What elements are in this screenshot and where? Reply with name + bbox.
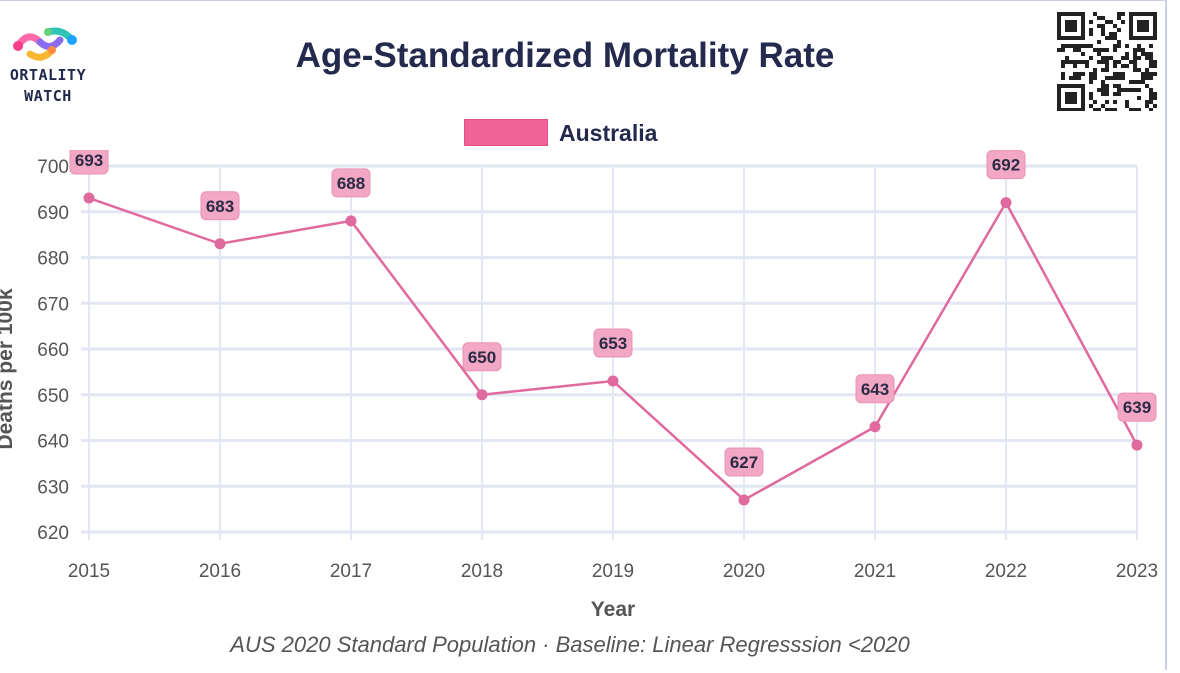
- data-label-bg: [462, 342, 502, 372]
- data-label-text: 650: [468, 348, 496, 367]
- data-label-bg: [331, 168, 371, 198]
- data-label: 683: [200, 191, 240, 221]
- data-label: 693: [69, 150, 109, 175]
- x-tick-label: 2022: [985, 561, 1027, 582]
- data-label-bg: [593, 328, 633, 358]
- data-label-text: 692: [992, 156, 1020, 175]
- x-tick-label: 2016: [199, 561, 241, 582]
- data-label-bg: [986, 150, 1026, 180]
- data-label-bg: [1117, 392, 1157, 422]
- data-point[interactable]: [83, 192, 95, 204]
- grid: [81, 164, 1138, 540]
- line-chart: 620 630 640 650 660 670 680 690 700 2015 2016 2017 2…: [0, 150, 1158, 621]
- x-axis-title: Year: [591, 598, 635, 621]
- y-tick-label: 630: [37, 477, 69, 498]
- data-label: 639: [1117, 392, 1157, 422]
- y-tick-label: 670: [37, 294, 69, 315]
- chart-title: Age-Standardized Mortality Rate: [295, 36, 835, 75]
- x-tick-label: 2018: [461, 561, 503, 582]
- data-label: 627: [724, 447, 764, 477]
- data-point[interactable]: [345, 215, 357, 227]
- chart-footnote: AUS 2020 Standard Population · Baseline:…: [230, 632, 910, 657]
- mortality-watch-logo: ORTALITY WATCH: [0, 18, 120, 118]
- data-label: 692: [986, 150, 1026, 180]
- data-label: 650: [462, 342, 502, 372]
- y-tick-label: 690: [37, 203, 69, 224]
- data-label: 643: [855, 374, 895, 404]
- logo-text-line1: ORTALITY: [9, 66, 87, 84]
- data-point[interactable]: [869, 421, 881, 433]
- x-tick-label: 2019: [592, 561, 634, 582]
- y-tick-label: 700: [37, 157, 69, 178]
- x-tick-label: 2020: [723, 561, 765, 582]
- data-label-text: 693: [75, 151, 103, 170]
- y-tick-label: 620: [37, 523, 69, 544]
- y-tick-label: 660: [37, 340, 69, 361]
- data-label-text: 643: [861, 380, 889, 399]
- data-label: 688: [331, 168, 371, 198]
- data-labels: 693 683 688 650 653 627 643 692 639: [69, 150, 1157, 477]
- data-label-bg: [200, 191, 240, 221]
- data-label-bg: [69, 150, 109, 175]
- data-label-text: 688: [337, 174, 365, 193]
- logo-text-line2: WATCH: [24, 87, 72, 105]
- data-point[interactable]: [476, 389, 488, 401]
- legend-label-australia: Australia: [559, 120, 658, 146]
- x-tick-label: 2017: [330, 561, 372, 582]
- data-point[interactable]: [607, 375, 619, 387]
- data-label-bg: [855, 374, 895, 404]
- x-tick-label: 2015: [68, 561, 110, 582]
- legend-swatch-australia: [464, 119, 548, 146]
- y-tick-label: 640: [37, 432, 69, 453]
- data-point[interactable]: [1131, 439, 1143, 451]
- y-axis-title: Deaths per 100k: [0, 288, 17, 449]
- data-label-bg: [724, 447, 764, 477]
- x-tick-label: 2021: [854, 561, 896, 582]
- data-point[interactable]: [1000, 197, 1012, 209]
- qr-code-icon: [1057, 12, 1158, 112]
- axes: 620 630 640 650 660 670 680 690 700 2015 2016 2017 2…: [37, 157, 1158, 582]
- logo-mark-icon: [13, 27, 77, 61]
- data-label-text: 627: [730, 453, 758, 472]
- y-tick-label: 650: [37, 386, 69, 407]
- data-label-text: 639: [1123, 398, 1151, 417]
- x-tick-label: 2023: [1116, 561, 1158, 582]
- y-tick-label: 680: [37, 249, 69, 270]
- data-label-text: 653: [599, 334, 627, 353]
- data-label: 653: [593, 328, 633, 358]
- data-point[interactable]: [214, 238, 226, 250]
- series-australia: [83, 192, 1143, 506]
- data-label-text: 683: [206, 197, 234, 216]
- data-point[interactable]: [738, 494, 750, 506]
